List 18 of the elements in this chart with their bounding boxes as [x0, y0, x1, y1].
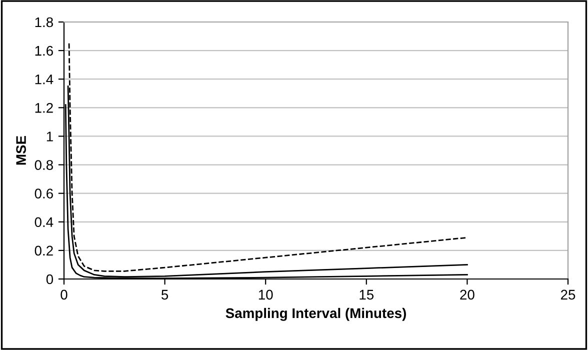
- y-tick-label: 1.4: [35, 74, 54, 84]
- y-tick-label: 0.8: [34, 160, 53, 170]
- y-tick-label: 1: [46, 132, 53, 142]
- x-tick-label: 10: [258, 290, 273, 300]
- y-tick-label: 1.6: [35, 46, 53, 56]
- y-tick-label: 0.2: [34, 246, 53, 256]
- y-axis-title: MSE: [16, 136, 26, 165]
- y-tick-label: 1.2: [35, 103, 53, 113]
- x-tick-label: 0: [60, 290, 68, 300]
- y-tick-label: 0: [46, 274, 54, 284]
- y-tick-label: 0.6: [34, 188, 53, 199]
- x-axis-title: Sampling Interval (Minutes): [226, 308, 406, 321]
- x-tick-label: 25: [560, 290, 576, 300]
- y-tick-label: 0.4: [34, 217, 54, 228]
- x-tick-label: 5: [161, 290, 168, 300]
- y-tick-label: 1.8: [35, 17, 53, 28]
- x-tick-label: 20: [460, 290, 474, 300]
- x-tick-label: 15: [360, 290, 374, 300]
